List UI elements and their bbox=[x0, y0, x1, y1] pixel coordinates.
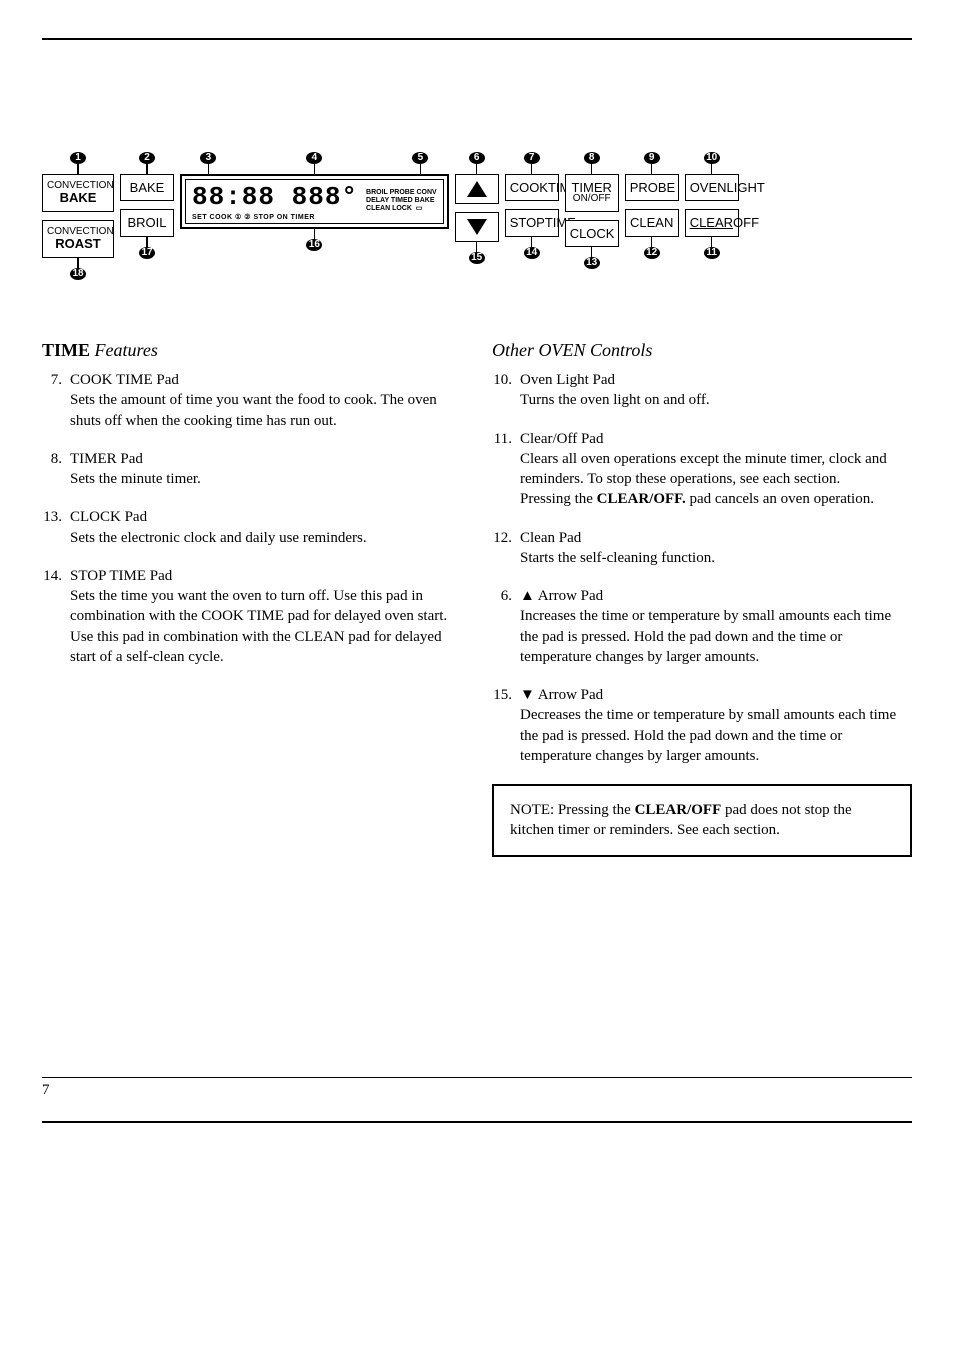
callout-9: 9 bbox=[644, 152, 660, 164]
display-status-row: SET COOK ① ② STOP ON TIMER bbox=[192, 214, 358, 221]
item-8: 8.TIMER Pad Sets the minute timer. bbox=[42, 449, 462, 490]
rule-top bbox=[42, 38, 912, 40]
arrow-up-icon bbox=[467, 181, 487, 197]
footer: 7 bbox=[42, 1077, 912, 1123]
col-light: 10 OVENLIGHT CLEAROFF 11 bbox=[685, 152, 739, 259]
col-timer: 8 TIMERON/OFF CLOCK 13 bbox=[565, 152, 619, 270]
item-10: 10.Oven Light Pad Turns the oven light o… bbox=[492, 370, 912, 411]
col-2: 2 BAKE BROIL 17 bbox=[120, 152, 174, 259]
callout-17: 17 bbox=[139, 247, 155, 259]
item-13: 13.CLOCK Pad Sets the electronic clock a… bbox=[42, 507, 462, 548]
callout-5: 5 bbox=[412, 152, 428, 164]
col-probe: 9 PROBE CLEAN 12 bbox=[625, 152, 679, 259]
display-digits: 88:88 888° bbox=[192, 182, 358, 212]
callout-14: 14 bbox=[524, 247, 540, 259]
item-14: 14.STOP TIME Pad Sets the time you want … bbox=[42, 566, 462, 667]
arrow-group bbox=[455, 174, 499, 242]
clean-pad[interactable]: CLEAN bbox=[625, 209, 679, 237]
callout-13: 13 bbox=[584, 257, 600, 269]
cook-time-pad[interactable]: COOKTIME bbox=[505, 174, 559, 202]
arrow-down-pad[interactable] bbox=[455, 212, 499, 242]
display-annunciators: BROIL PROBE CONV DELAY TIMED BAKE CLEAN … bbox=[366, 189, 437, 212]
callout-11: 11 bbox=[704, 247, 720, 259]
left-column: TIME Features 7.COOK TIME Pad Sets the a… bbox=[42, 338, 462, 857]
item-7: 7.COOK TIME Pad Sets the amount of time … bbox=[42, 370, 462, 431]
note-box: NOTE: Pressing the CLEAR/OFF pad does no… bbox=[492, 784, 912, 857]
page-number: 7 bbox=[42, 1082, 912, 1099]
pad-group-1: CONVECTIONBAKE CONVECTIONROAST bbox=[42, 174, 114, 258]
arrow-up-pad[interactable] bbox=[455, 174, 499, 204]
callout-12: 12 bbox=[644, 247, 660, 259]
arrow-col: 6 15 bbox=[455, 152, 499, 264]
rule-bottom-1 bbox=[42, 1077, 912, 1079]
page: 1 CONVECTIONBAKE CONVECTIONROAST 18 2 BA… bbox=[0, 0, 954, 1151]
body-text: TIME Features 7.COOK TIME Pad Sets the a… bbox=[42, 338, 912, 857]
item-6: 6.▲ Arrow Pad Increases the time or temp… bbox=[492, 586, 912, 667]
clock-pad[interactable]: CLOCK bbox=[565, 220, 619, 248]
convection-bake-pad[interactable]: CONVECTIONBAKE bbox=[42, 174, 114, 212]
callout-7: 7 bbox=[524, 152, 540, 164]
callout-15: 15 bbox=[469, 252, 485, 264]
callout-4: 4 bbox=[306, 152, 322, 164]
clear-off-pad[interactable]: CLEAROFF bbox=[685, 209, 739, 237]
rule-bottom-2 bbox=[42, 1121, 912, 1123]
oven-light-pad[interactable]: OVENLIGHT bbox=[685, 174, 739, 202]
col-1: 1 CONVECTIONBAKE CONVECTIONROAST 18 bbox=[42, 152, 114, 280]
col-cook: 7 COOKTIME STOPTIME 14 bbox=[505, 152, 559, 259]
callout-10: 10 bbox=[704, 152, 720, 164]
stop-time-pad[interactable]: STOPTIME bbox=[505, 209, 559, 237]
callout-18: 18 bbox=[70, 268, 86, 280]
control-panel-diagram: 1 CONVECTIONBAKE CONVECTIONROAST 18 2 BA… bbox=[42, 152, 912, 280]
right-column: Other OVEN Controls 10.Oven Light Pad Tu… bbox=[492, 338, 912, 857]
other-heading: Other OVEN Controls bbox=[492, 338, 912, 362]
callout-3: 3 bbox=[200, 152, 216, 164]
item-15: 15.▼ Arrow Pad Decreases the time or tem… bbox=[492, 685, 912, 766]
bake-pad[interactable]: BAKE bbox=[120, 174, 174, 202]
convection-roast-pad[interactable]: CONVECTIONROAST bbox=[42, 220, 114, 258]
broil-pad[interactable]: BROIL bbox=[120, 209, 174, 237]
display-clock-area: 88:88 888° SET COOK ① ② STOP ON TIMER bbox=[192, 182, 358, 221]
timer-pad[interactable]: TIMERON/OFF bbox=[565, 174, 619, 212]
probe-pad[interactable]: PROBE bbox=[625, 174, 679, 202]
item-12: 12.Clean Pad Starts the self-cleaning fu… bbox=[492, 528, 912, 569]
callout-1: 1 bbox=[70, 152, 86, 164]
oven-display: 88:88 888° SET COOK ① ② STOP ON TIMER BR… bbox=[180, 174, 449, 229]
time-heading: TIME Features bbox=[42, 338, 462, 362]
arrow-down-icon bbox=[467, 219, 487, 235]
callout-6: 6 bbox=[469, 152, 485, 164]
pad-group-2: BAKE BROIL bbox=[120, 174, 174, 237]
display-col: 3 4 5 88:88 888° SET COOK ① ② STOP ON TI… bbox=[180, 152, 449, 251]
item-11: 11. Clear/Off Pad Clears all oven operat… bbox=[492, 429, 912, 510]
callout-16: 16 bbox=[306, 239, 322, 251]
callout-2: 2 bbox=[139, 152, 155, 164]
callout-8: 8 bbox=[584, 152, 600, 164]
